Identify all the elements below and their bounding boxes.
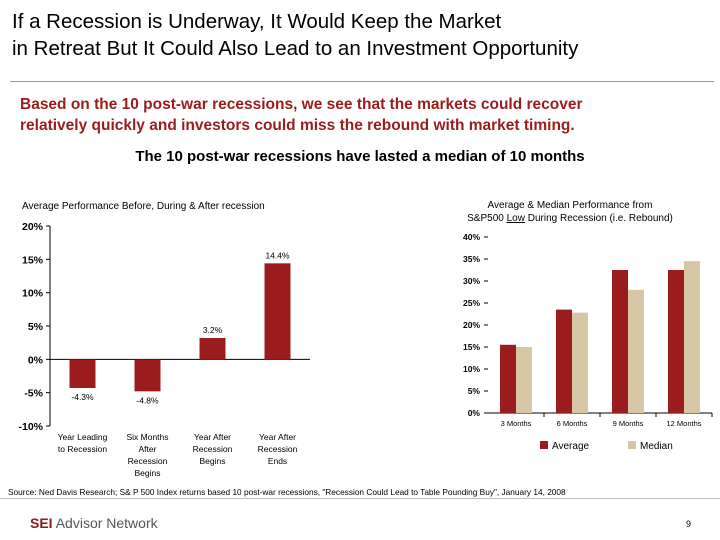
chart1-category-label: Ends xyxy=(268,456,287,466)
chart1-category-label: Year Leading xyxy=(58,432,108,442)
chart1-data-label: 3.2% xyxy=(203,325,223,335)
chart1-y-tick-label: -10% xyxy=(18,421,43,433)
chart2-y-tick-label: 20% xyxy=(463,320,480,330)
chart1-category-label: Recession xyxy=(128,456,168,466)
lead-text-line-1: Based on the 10 post-war recessions, we … xyxy=(20,96,583,113)
chart1-data-label: -4.8% xyxy=(136,395,159,405)
chart2-bar-median xyxy=(628,289,644,413)
chart2-bar-median xyxy=(684,261,700,413)
chart1-bar xyxy=(199,338,226,360)
sei-logo: SEI Advisor Network xyxy=(30,515,158,531)
chart2-y-tick-label: 35% xyxy=(463,254,480,264)
chart2-title-pre: S&P500 xyxy=(467,213,507,224)
chart2-category-label: 6 Months xyxy=(557,419,588,428)
chart2-title-underline: Low xyxy=(506,213,525,224)
chart1-data-label: -4.3% xyxy=(71,392,94,402)
chart2-bar-median xyxy=(572,312,588,413)
chart2-y-tick-label: 25% xyxy=(463,298,480,308)
logo-brand: SEI xyxy=(30,515,53,531)
chart2-legend-swatch xyxy=(628,441,636,449)
chart1-y-tick-label: 10% xyxy=(22,288,44,300)
chart2-bar-average xyxy=(668,270,684,413)
chart2-bar-average xyxy=(556,309,572,413)
chart1-y-tick-label: 15% xyxy=(22,254,44,266)
chart1-y-tick-label: 20% xyxy=(22,221,44,233)
chart2-title-line-2: S&P500 Low During Recession (i.e. Reboun… xyxy=(420,212,720,225)
chart2-category-label: 9 Months xyxy=(613,419,644,428)
chart1-category-label: Recession xyxy=(193,444,233,454)
chart1-category-label: Year After xyxy=(194,432,231,442)
chart1-y-tick-label: 0% xyxy=(28,354,44,366)
chart1-category-label: Six Months xyxy=(126,432,168,442)
chart1-category-label: Begins xyxy=(200,456,226,466)
chart2-y-tick-label: 40% xyxy=(463,232,480,242)
chart2-title-post: During Recession (i.e. Rebound) xyxy=(524,213,673,224)
chart1-bar xyxy=(264,263,291,360)
chart2-title: Average & Median Performance from S&P500… xyxy=(420,199,720,225)
chart1-y-tick-label: 5% xyxy=(28,321,44,333)
footer-divider xyxy=(0,498,720,499)
chart2-legend-swatch xyxy=(540,441,548,449)
chart1-title: Average Performance Before, During & Aft… xyxy=(22,201,265,212)
chart2-title-line-1: Average & Median Performance from xyxy=(487,200,653,211)
chart1-category-label: to Recession xyxy=(58,444,107,454)
page-title: If a Recession is Underway, It Would Kee… xyxy=(12,8,712,62)
chart2-y-tick-label: 10% xyxy=(463,364,480,374)
lead-text: Based on the 10 post-war recessions, we … xyxy=(20,94,710,136)
chart2-y-tick-label: 15% xyxy=(463,342,480,352)
chart2-bar-median xyxy=(516,347,532,413)
chart1-category-label: Recession xyxy=(258,444,298,454)
chart1-category-label: After xyxy=(139,444,157,454)
chart2-bar-average xyxy=(500,344,516,413)
lead-text-line-2: relatively quickly and investors could m… xyxy=(20,117,575,134)
page-number: 9 xyxy=(686,519,692,529)
chart2-category-label: 3 Months xyxy=(501,419,532,428)
chart1-y-tick-label: -5% xyxy=(24,388,43,400)
chart1-bar xyxy=(134,359,161,392)
logo-rest: Advisor Network xyxy=(55,515,158,531)
chart2-legend-label: Average xyxy=(552,441,590,452)
chart2-bar-average xyxy=(612,270,628,413)
chart2-legend-label: Median xyxy=(640,441,673,452)
chart1-data-label: 14.4% xyxy=(265,250,290,260)
chart2-y-tick-label: 5% xyxy=(468,386,481,396)
chart1-bar xyxy=(69,359,96,388)
chart2-y-tick-label: 30% xyxy=(463,276,480,286)
chart2-category-label: 12 Months xyxy=(666,419,701,428)
chart1-category-label: Year After xyxy=(259,432,296,442)
subheading: The 10 post-war recessions have lasted a… xyxy=(135,148,585,165)
source-note: Source: Ned Davis Research; S& P 500 Ind… xyxy=(8,487,566,497)
chart2-y-tick-label: 0% xyxy=(468,408,481,418)
title-divider xyxy=(10,81,714,82)
page-title-line-2: in Retreat But It Could Also Lead to an … xyxy=(12,37,579,60)
page-title-line-1: If a Recession is Underway, It Would Kee… xyxy=(12,10,502,33)
chart1-category-label: Begins xyxy=(135,468,161,478)
